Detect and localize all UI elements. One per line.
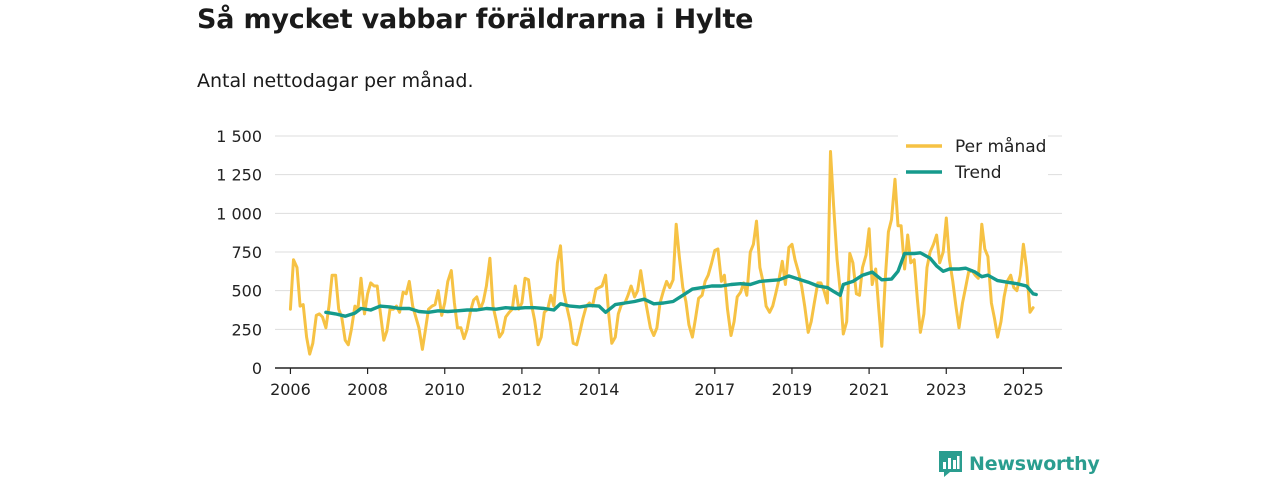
x-axis: 2006 2008 2010 2012 2014 2017 2019 2021 2023 2025 (270, 367, 1062, 399)
y-tick-label: 500 (231, 282, 262, 301)
chart-title: Så mycket vabbar föräldrarna i Hylte (197, 4, 754, 35)
chart-subtitle: Antal nettodagar per månad. (197, 70, 474, 92)
legend-label: Trend (954, 163, 1002, 183)
gridlines (275, 135, 1062, 330)
x-tick-label: 2006 (270, 380, 311, 399)
y-tick-label: 1 500 (216, 127, 262, 146)
x-tick-label: 2019 (772, 380, 813, 399)
x-tick-label: 2025 (1003, 380, 1044, 399)
brand-logo: Newsworthy (938, 450, 1100, 478)
series-lines (288, 150, 1038, 356)
y-tick-label: 750 (231, 243, 262, 262)
x-tick-label: 2023 (926, 380, 967, 399)
x-tick-label: 2017 (694, 380, 735, 399)
y-tick-label: 1 250 (216, 166, 262, 185)
brand-name: Newsworthy (969, 453, 1100, 475)
legend: Per månad Trend (898, 131, 1048, 183)
x-tick-label: 2014 (579, 380, 620, 399)
newsworthy-logo-icon (939, 451, 962, 477)
legend-label: Per månad (955, 136, 1046, 157)
y-axis-ticks: 0 250 500 750 1 000 1 250 1 500 (216, 127, 262, 378)
x-tick-label: 2010 (424, 380, 465, 399)
x-tick-label: 2012 (502, 380, 543, 399)
y-tick-label: 0 (252, 359, 262, 378)
x-tick-label: 2021 (849, 380, 890, 399)
series-line-trend (324, 251, 1038, 318)
y-tick-label: 250 (231, 320, 262, 339)
legend-background (898, 131, 1048, 183)
y-tick-label: 1 000 (216, 204, 262, 223)
x-tick-label: 2008 (347, 380, 388, 399)
